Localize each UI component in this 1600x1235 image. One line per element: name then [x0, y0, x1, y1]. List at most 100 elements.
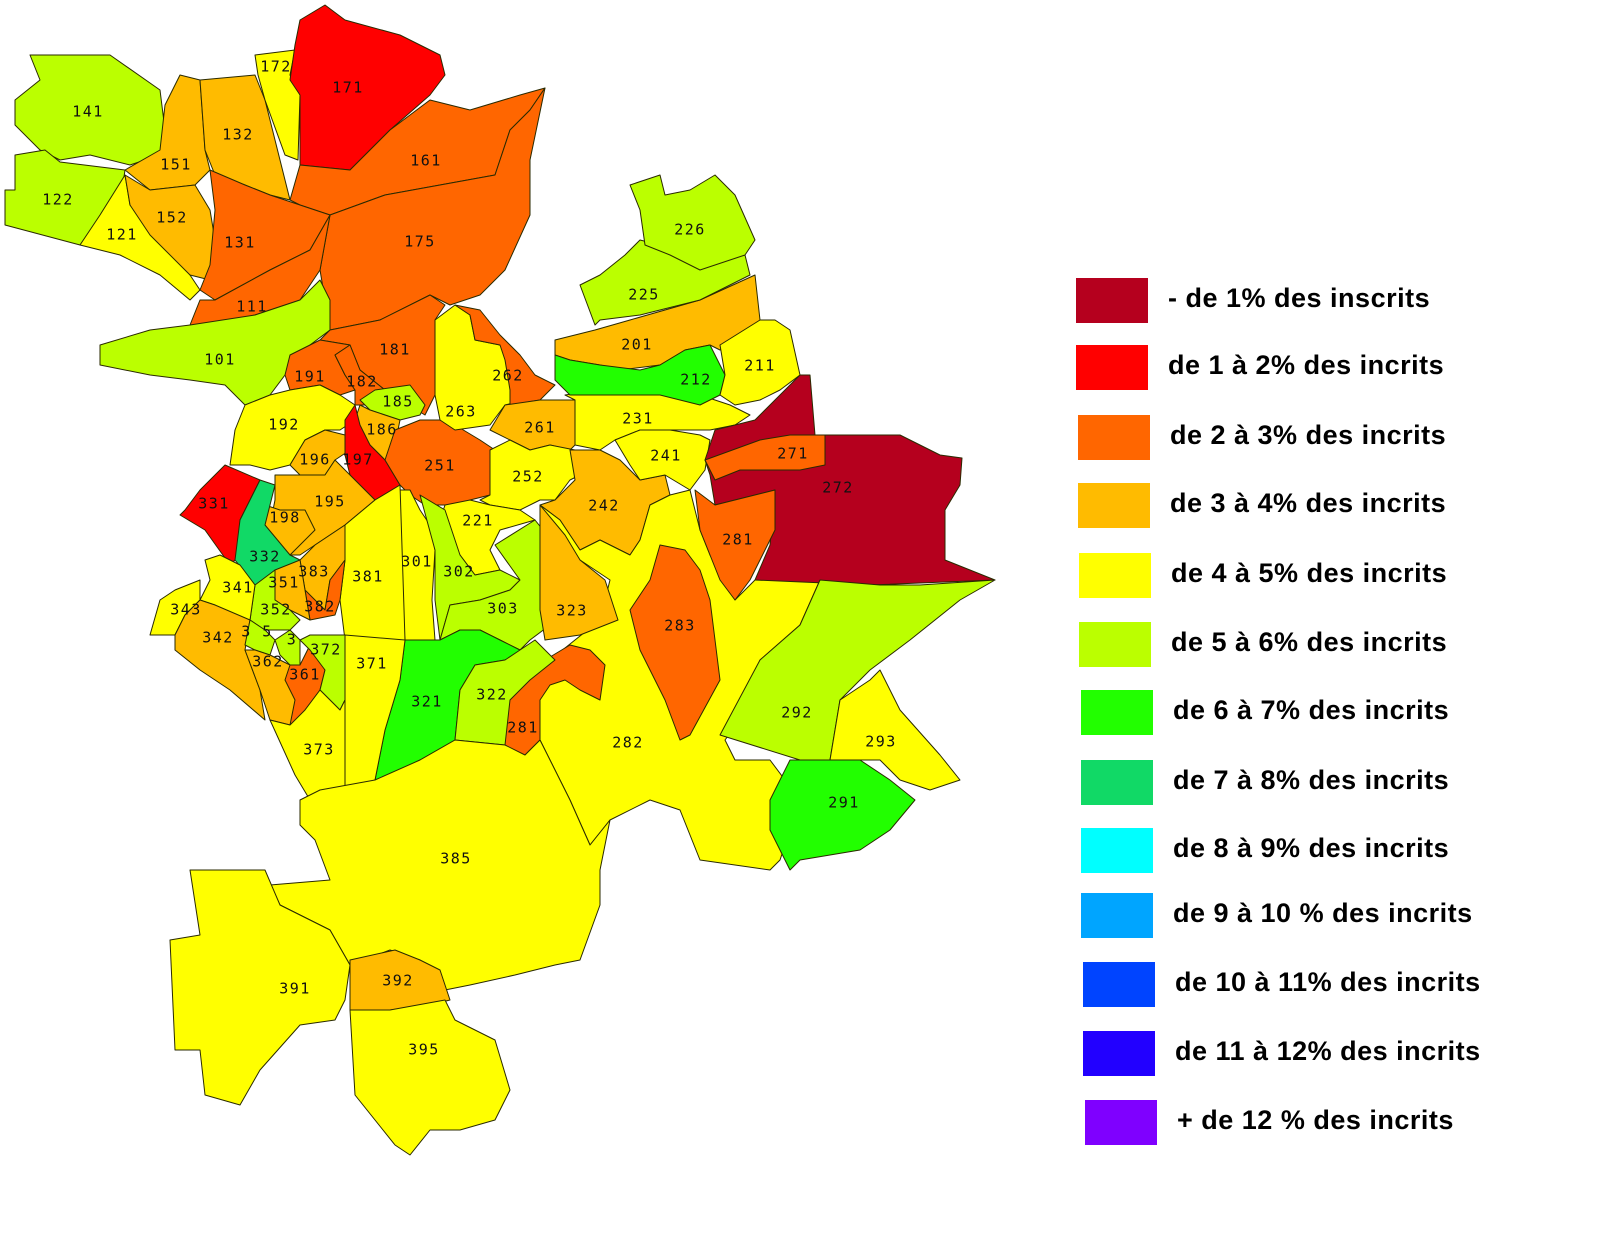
legend-item: de 5 à 6% des incrits — [1079, 622, 1519, 670]
legend-swatch — [1083, 1031, 1155, 1076]
district-label: 101 — [204, 351, 236, 369]
district-label: 362 — [252, 653, 284, 671]
district-label: 201 — [621, 336, 653, 354]
district-label: 373 — [303, 741, 335, 759]
district-label: 231 — [622, 410, 654, 428]
district-391-area — [169, 869, 351, 1106]
district-192-area — [229, 384, 356, 471]
district-label: 351 — [268, 574, 300, 592]
district-label: 3 5 — [241, 623, 273, 641]
district-label: 381 — [352, 568, 384, 586]
district-label: 198 — [269, 509, 301, 527]
district-label: 332 — [249, 548, 281, 566]
district-label: 141 — [72, 103, 104, 121]
district-label: 132 — [222, 126, 254, 144]
legend-label: de 9 à 10 % des incrits — [1173, 898, 1473, 928]
district-label: 262 — [492, 367, 524, 385]
district-label: 185 — [382, 393, 414, 411]
district-171-area — [289, 4, 446, 171]
district-label: 186 — [366, 421, 398, 439]
district-label: 341 — [222, 579, 254, 597]
legend-item: de 10 à 11% des incrits — [1083, 962, 1523, 1010]
district-label: 361 — [289, 666, 321, 684]
district-label: 221 — [462, 512, 494, 530]
legend-swatch — [1076, 278, 1148, 323]
legend-item: de 7 à 8% des incrits — [1081, 760, 1521, 808]
district-label: 392 — [382, 972, 414, 990]
district-label: 211 — [744, 357, 776, 375]
legend-label: de 7 à 8% des incrits — [1173, 765, 1450, 795]
legend-swatch — [1079, 622, 1151, 667]
legend-label: + de 12 % des incrits — [1177, 1105, 1454, 1135]
district-141-area — [14, 54, 176, 166]
district-label: 283 — [664, 617, 696, 635]
legend-swatch — [1081, 760, 1153, 805]
legend-swatch — [1081, 690, 1153, 735]
legend-swatch — [1079, 553, 1151, 598]
legend-item: de 9 à 10 % des incrits — [1081, 893, 1521, 941]
district-226-area — [629, 174, 756, 271]
legend-label: de 5 à 6% des incrits — [1171, 627, 1448, 657]
district-292-area — [719, 579, 996, 761]
district-label: 131 — [224, 234, 256, 252]
district-label: 383 — [298, 563, 330, 581]
district-label: 172 — [260, 58, 292, 76]
district-label: 302 — [443, 563, 475, 581]
district-label: 182 — [346, 373, 378, 391]
legend-label: de 3 à 4% des incrits — [1170, 488, 1447, 518]
district-label: 241 — [650, 447, 682, 465]
district-211-area — [719, 319, 801, 406]
legend-item: de 1 à 2% des incrits — [1076, 345, 1516, 393]
legend-item: de 6 à 7% des incrits — [1081, 690, 1521, 738]
district-label: 343 — [170, 601, 202, 619]
district-label: 271 — [777, 445, 809, 463]
district-label: 292 — [781, 704, 813, 722]
district-label: 181 — [379, 341, 411, 359]
district-241-area — [614, 429, 711, 491]
district-label: 331 — [198, 495, 230, 513]
district-label: 301 — [401, 553, 433, 571]
district-label: 372 — [310, 641, 342, 659]
district-label: 3 — [287, 631, 298, 649]
choropleth-map: 141 122 121 151 152 132 172 171 161 131 175 111 101 1… — [4, 4, 996, 1156]
district-label: 192 — [268, 416, 300, 434]
district-label: 226 — [674, 221, 706, 239]
district-label: 352 — [260, 601, 292, 619]
district-label: 322 — [476, 686, 508, 704]
district-label: 391 — [279, 980, 311, 998]
district-label: 385 — [440, 850, 472, 868]
district-label: 263 — [445, 403, 477, 421]
district-283-area — [629, 544, 721, 741]
legend-label: de 4 à 5% des incrits — [1171, 558, 1448, 588]
district-395-area — [349, 999, 511, 1156]
legend-label: de 8 à 9% des incrits — [1173, 833, 1450, 863]
district-322-area — [454, 639, 556, 746]
district-label: 196 — [299, 451, 331, 469]
legend-swatch — [1076, 345, 1148, 390]
legend-item: + de 12 % des incrits — [1085, 1100, 1525, 1148]
district-label: 382 — [304, 598, 336, 616]
district-label: 293 — [865, 733, 897, 751]
district-label: 111 — [236, 298, 268, 316]
legend-swatch — [1081, 893, 1153, 938]
district-label: 171 — [332, 79, 364, 97]
district-281-area — [694, 489, 776, 601]
district-291-area — [769, 759, 916, 871]
district-label: 282 — [612, 734, 644, 752]
district-label: 371 — [356, 655, 388, 673]
district-label: 291 — [828, 794, 860, 812]
legend-item: - de 1% des inscrits — [1076, 278, 1516, 326]
legend-swatch — [1081, 828, 1153, 873]
district-label: 281 — [507, 719, 539, 737]
district-label: 395 — [408, 1041, 440, 1059]
legend-label: de 10 à 11% des incrits — [1175, 967, 1481, 997]
district-label: 342 — [202, 629, 234, 647]
district-382-area — [304, 559, 346, 621]
district-132-area — [199, 74, 291, 201]
district-label: 281 — [722, 531, 754, 549]
legend-label: de 2 à 3% des incrits — [1170, 420, 1447, 450]
legend-item: de 11 à 12% des incrits — [1083, 1031, 1523, 1079]
district-label: 261 — [524, 419, 556, 437]
district-label: 151 — [160, 156, 192, 174]
district-label: 321 — [411, 693, 443, 711]
